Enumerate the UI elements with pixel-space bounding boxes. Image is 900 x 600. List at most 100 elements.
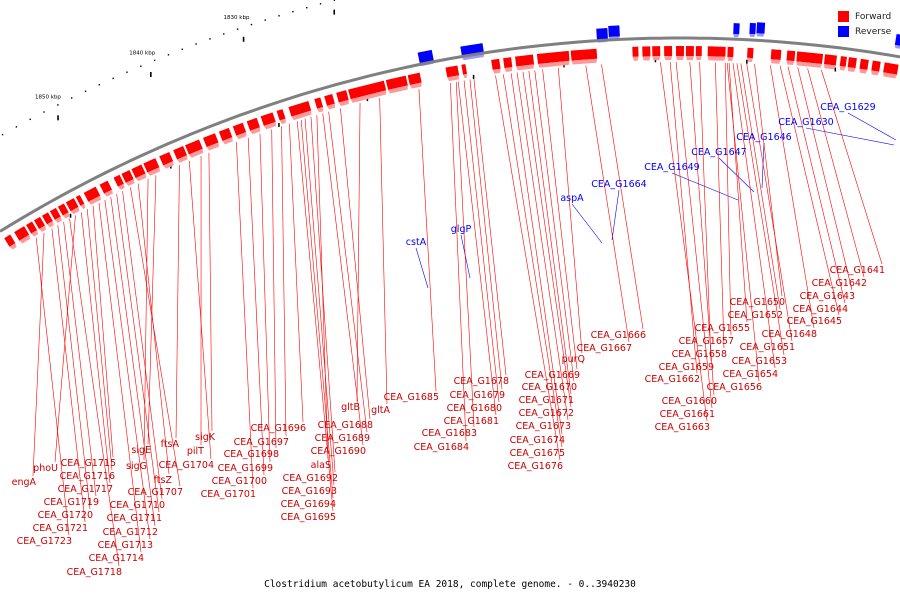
forward-gene <box>652 46 661 57</box>
forward-gene-shade <box>447 75 460 82</box>
forward-gene-shade <box>125 179 135 186</box>
forward-gene-shade <box>88 195 102 205</box>
forward-gene-shade <box>62 212 70 219</box>
forward-gene <box>4 234 16 247</box>
tick-label: 1850 kbp <box>35 95 61 101</box>
reverse-leader <box>761 142 765 189</box>
forward-gene <box>685 46 694 57</box>
forward-leader <box>715 62 725 349</box>
forward-gene <box>83 186 101 202</box>
forward-gene-label: CEA_G1650 <box>730 297 785 308</box>
forward-gene-label: ftsA <box>161 439 180 450</box>
forward-gene <box>288 100 312 117</box>
forward-gene-shade <box>632 56 639 61</box>
scale-dot <box>195 43 197 45</box>
forward-gene-shade <box>859 68 868 74</box>
scale-dot <box>126 71 128 73</box>
reverse-leader <box>671 172 739 201</box>
forward-gene <box>26 221 38 234</box>
forward-leader <box>503 74 563 448</box>
forward-gene <box>707 46 726 57</box>
forward-leader <box>259 133 271 463</box>
forward-leader <box>92 205 114 458</box>
forward-gene-label: CEA_G1642 <box>812 278 867 289</box>
forward-leader <box>98 202 142 553</box>
reverse-gene-label: CEA_G1630 <box>778 117 833 128</box>
forward-leader <box>457 81 497 416</box>
forward-gene-label: CEA_G1690 <box>311 446 366 457</box>
forward-gene <box>847 57 857 69</box>
forward-leader <box>740 63 781 310</box>
forward-leader <box>585 65 630 343</box>
forward-leader <box>188 160 212 460</box>
forward-leader <box>675 61 713 409</box>
forward-gene-shade <box>676 56 684 61</box>
forward-gene-label: CEA_G1721 <box>33 523 88 534</box>
reverse-gene-label: cstA <box>406 237 427 248</box>
forward-leader <box>236 142 254 489</box>
forward-gene-label: ftsZ <box>154 475 173 486</box>
scale-dot <box>292 10 294 13</box>
forward-leader <box>147 175 157 445</box>
forward-leader <box>130 187 181 487</box>
forward-leader <box>495 75 561 461</box>
forward-gene-shade <box>388 85 408 94</box>
scale-dot <box>140 65 142 67</box>
forward-gene <box>99 180 113 194</box>
forward-gene-shade <box>177 155 188 163</box>
reverse-gene-shade <box>894 44 900 49</box>
forward-leader <box>797 67 853 291</box>
forward-leader <box>469 79 503 390</box>
forward-leader <box>32 233 45 477</box>
forward-gene <box>324 94 335 106</box>
forward-gene-shade <box>707 56 726 61</box>
forward-leader <box>54 215 76 463</box>
reverse-leader <box>847 112 897 141</box>
forward-gene-label: CEA_G1707 <box>128 487 183 498</box>
forward-gene-shade <box>31 230 39 237</box>
forward-gene-label: CEA_G1671 <box>519 395 574 406</box>
forward-gene-shade <box>19 234 31 244</box>
forward-gene-label: CEA_G1700 <box>212 476 267 487</box>
forward-gene-shade <box>823 64 836 70</box>
forward-gene-label: CEA_G1645 <box>787 316 842 327</box>
forward-gene-shade <box>350 90 387 103</box>
map-caption: Clostridium acetobutylicum EA 2018, comp… <box>264 579 636 590</box>
reverse-gene-label: CEA_G1647 <box>691 147 746 158</box>
feature-tracks <box>4 22 900 250</box>
forward-gene-label: CEA_G1689 <box>315 433 370 444</box>
scale-dots <box>1 0 336 136</box>
reverse-leader <box>611 189 620 241</box>
forward-gene-shade <box>117 183 125 190</box>
forward-gene-label: CEA_G1678 <box>454 376 509 387</box>
forward-gene-label: CEA_G1648 <box>762 329 817 340</box>
forward-leader <box>787 66 846 304</box>
forward-gene-shade <box>263 121 276 130</box>
forward-gene-label: CEA_G1685 <box>384 392 439 403</box>
forward-leader <box>455 81 475 428</box>
reverse-leader <box>718 157 755 193</box>
forward-leader <box>726 62 760 382</box>
forward-leader <box>534 70 575 382</box>
scale-dot <box>278 15 280 17</box>
forward-gene-shade <box>46 221 54 228</box>
forward-gene-label: engA <box>12 477 37 488</box>
forward-leader <box>542 69 578 370</box>
forward-leader <box>669 62 698 374</box>
forward-gene-shade <box>492 68 501 74</box>
legend-item-reverse: Reverse <box>838 24 891 39</box>
forward-gene-shade <box>642 56 651 61</box>
forward-gene-label: CEA_G1667 <box>577 343 632 354</box>
forward-gene-shade <box>317 107 324 113</box>
forward-leader <box>418 89 437 392</box>
forward-gene-shade <box>188 148 204 158</box>
forward-gene-shade <box>695 56 702 61</box>
forward-gene <box>642 46 651 57</box>
forward-gene-shade <box>54 216 62 223</box>
forward-leader <box>104 199 151 540</box>
forward-gene-label: CEA_G1670 <box>522 382 577 393</box>
forward-gene <box>445 65 460 78</box>
forward-gene-shade <box>770 59 781 64</box>
forward-gene-label: CEA_G1696 <box>251 423 306 434</box>
forward-gene-shade <box>883 72 897 79</box>
